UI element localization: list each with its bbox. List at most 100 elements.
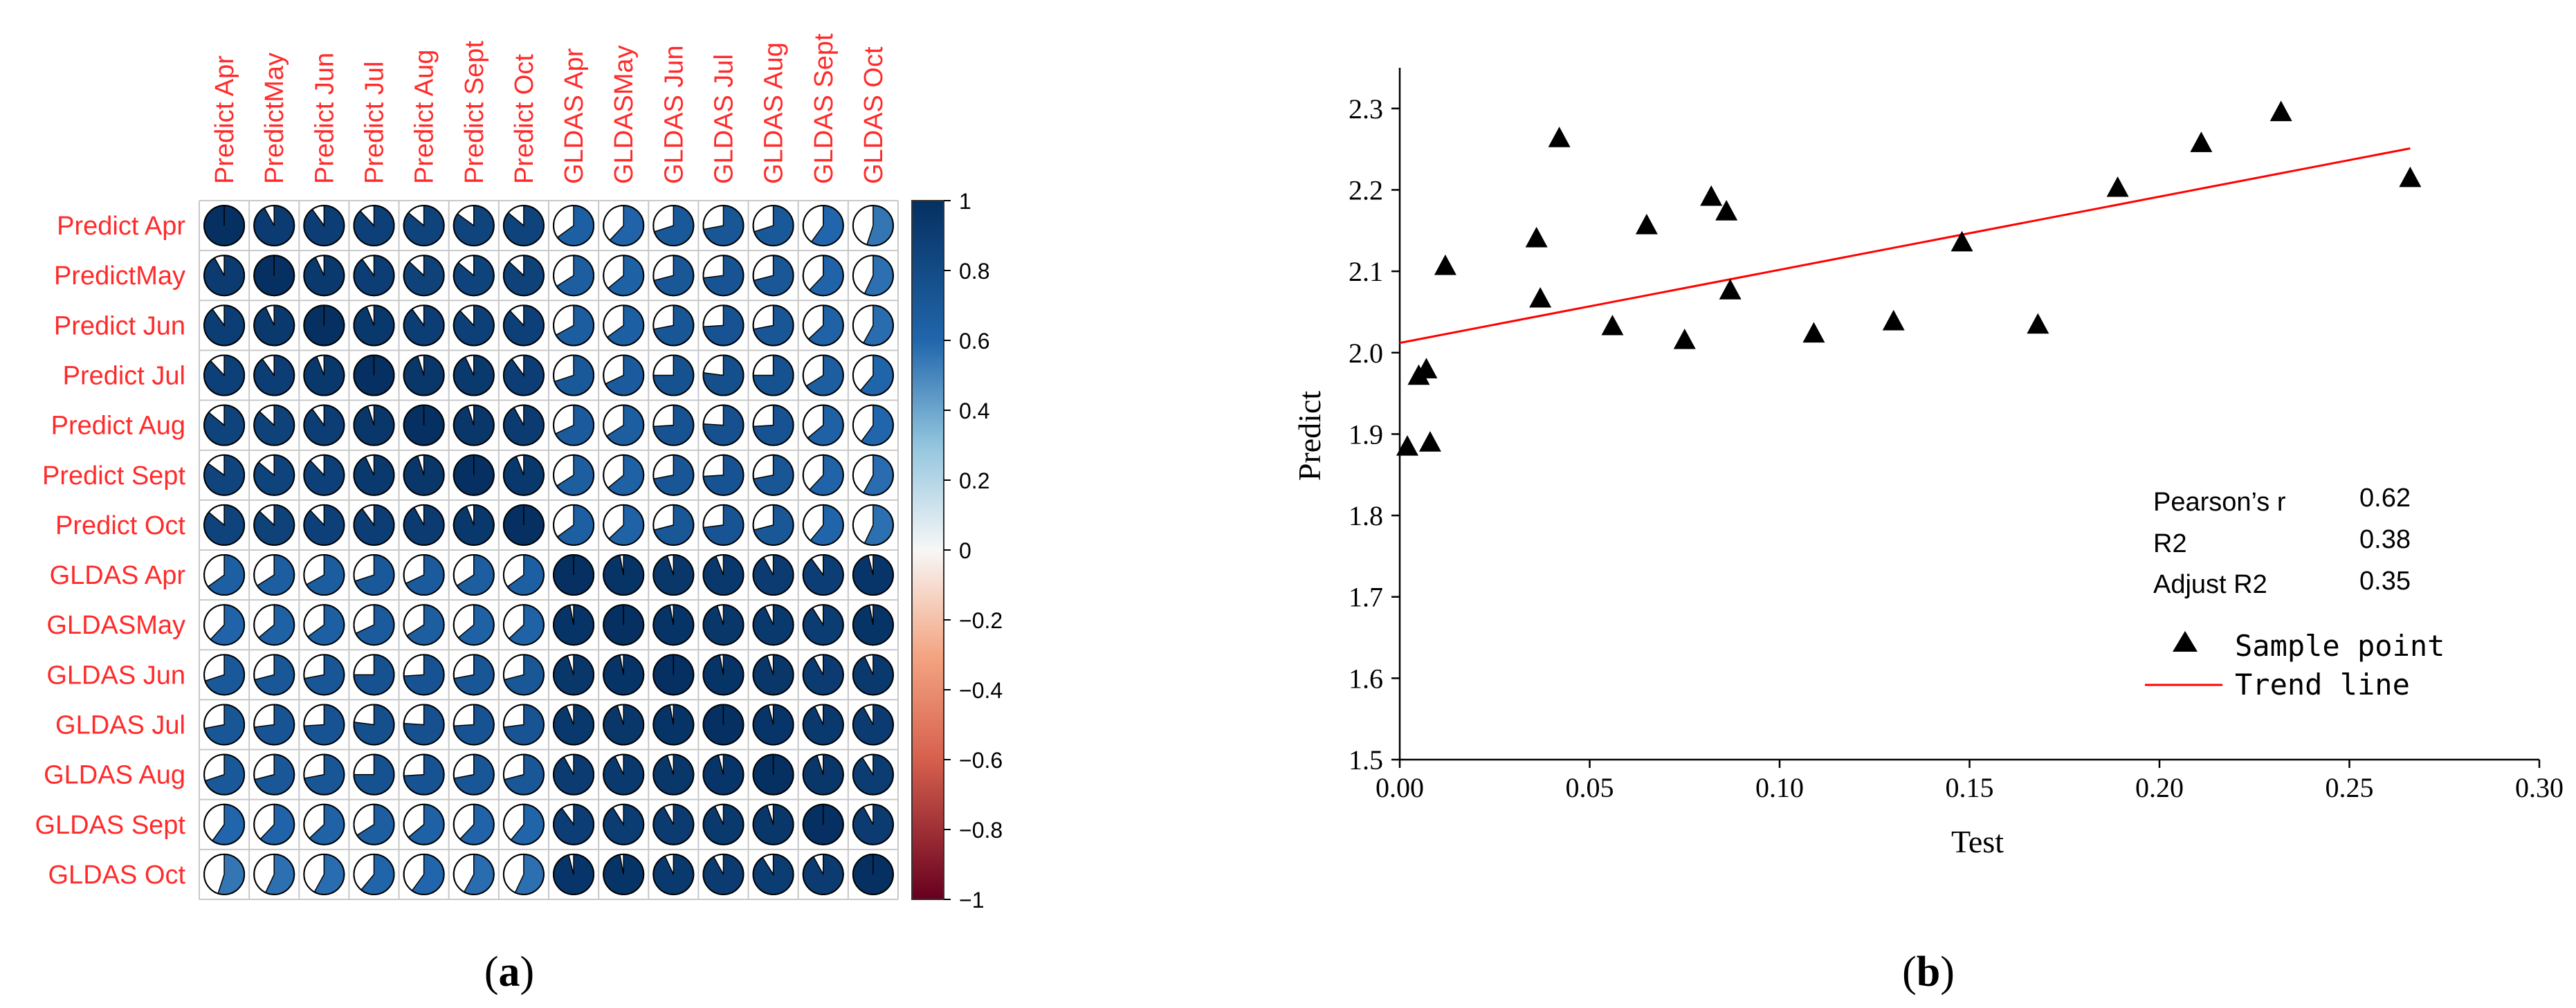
panel-b-label-letter: b bbox=[1917, 949, 1940, 996]
correlation-cell bbox=[652, 205, 695, 247]
cell-outline bbox=[852, 354, 894, 396]
correlation-cell bbox=[502, 604, 545, 646]
sample-point-triangle bbox=[1525, 226, 1548, 248]
cell-outline bbox=[203, 604, 246, 646]
colorbar-tick-label: 0 bbox=[959, 538, 971, 563]
correlation-cell bbox=[802, 504, 844, 546]
correlation-cell bbox=[553, 504, 595, 546]
correlation-cell bbox=[453, 354, 495, 396]
correlation-cell bbox=[603, 205, 645, 247]
cell-outline bbox=[203, 654, 246, 696]
cell-outline bbox=[253, 354, 295, 396]
correlation-cell bbox=[852, 803, 894, 845]
row-label: Predict Aug bbox=[51, 412, 185, 441]
cell-outline bbox=[802, 753, 844, 796]
cell-outline bbox=[652, 504, 695, 546]
cell-outline bbox=[553, 205, 595, 247]
cell-outline bbox=[203, 205, 246, 247]
cell-outline bbox=[802, 803, 844, 845]
cell-outline bbox=[603, 255, 645, 297]
correlation-cell bbox=[852, 304, 894, 347]
cell-outline bbox=[253, 654, 295, 696]
correlation-cell bbox=[802, 604, 844, 646]
sample-point-triangle bbox=[1700, 185, 1723, 206]
cell-outline bbox=[303, 803, 345, 845]
correlation-cell bbox=[353, 304, 395, 347]
stat-label-pearson: Pearson’s r bbox=[2153, 488, 2286, 517]
scatter-ticks: 0.00 0.05 0.10 0.15 0.20 0.25 0.30 1.5 1.6 1.7 1.8… bbox=[1349, 93, 2564, 803]
sample-point-triangle bbox=[1418, 431, 1441, 452]
correlation-cell bbox=[303, 604, 345, 646]
correlation-cell bbox=[453, 753, 495, 796]
row-label: GLDASMay bbox=[46, 611, 185, 640]
correlation-cell bbox=[852, 354, 894, 396]
cell-outline bbox=[702, 404, 745, 446]
cell-outline bbox=[603, 704, 645, 746]
correlation-cell bbox=[353, 354, 395, 396]
cell-outline bbox=[203, 304, 246, 347]
correlation-cell bbox=[702, 404, 745, 446]
correlation-cell bbox=[702, 604, 745, 646]
cell-outline bbox=[303, 654, 345, 696]
y-tick-label: 1.5 bbox=[1349, 744, 1383, 776]
cell-outline bbox=[353, 354, 395, 396]
correlation-cell bbox=[253, 304, 295, 347]
correlation-cell bbox=[852, 255, 894, 297]
cell-outline bbox=[203, 753, 246, 796]
scatter-panel: 0.00 0.05 0.10 0.15 0.20 0.25 0.30 1.5 1.6 1.7 1.8… bbox=[1292, 68, 2564, 859]
cell-outline bbox=[453, 454, 495, 496]
correlation-cell bbox=[652, 354, 695, 396]
cell-outline bbox=[403, 205, 445, 247]
cell-outline bbox=[603, 205, 645, 247]
correlation-cell bbox=[253, 753, 295, 796]
correlation-cell bbox=[502, 205, 545, 247]
cell-outline bbox=[652, 205, 695, 247]
cell-outline bbox=[852, 853, 894, 895]
correlation-cell bbox=[403, 504, 445, 546]
cell-outline bbox=[253, 753, 295, 796]
correlation-cell bbox=[752, 803, 794, 845]
correlation-cell bbox=[652, 803, 695, 845]
cell-outline bbox=[802, 255, 844, 297]
cell-outline bbox=[752, 704, 794, 746]
correlation-cell bbox=[603, 654, 645, 696]
cell-outline bbox=[203, 853, 246, 895]
correlation-cell bbox=[652, 704, 695, 746]
correlation-cell bbox=[852, 853, 894, 895]
cell-outline bbox=[702, 255, 745, 297]
cell-outline bbox=[702, 504, 745, 546]
cell-outline bbox=[852, 803, 894, 845]
colorbar-tick-label: 0.8 bbox=[959, 259, 989, 284]
legend-sample-point-label: Sample point bbox=[2235, 629, 2445, 663]
correlation-cell bbox=[253, 704, 295, 746]
correlation-cell bbox=[403, 454, 445, 496]
correlation-cell bbox=[203, 404, 246, 446]
row-label: Predict Apr bbox=[57, 212, 185, 241]
cell-outline bbox=[403, 504, 445, 546]
cell-outline bbox=[553, 654, 595, 696]
column-label: GLDAS Apr bbox=[560, 48, 589, 184]
cell-outline bbox=[253, 404, 295, 446]
cell-outline bbox=[453, 753, 495, 796]
correlation-cell bbox=[652, 654, 695, 696]
cell-outline bbox=[253, 803, 295, 845]
correlation-cell bbox=[453, 654, 495, 696]
correlation-cell bbox=[403, 704, 445, 746]
correlation-cell bbox=[303, 704, 345, 746]
cell-outline bbox=[303, 604, 345, 646]
row-label: GLDAS Jun bbox=[46, 661, 185, 690]
correlation-cell bbox=[403, 753, 445, 796]
correlation-cell bbox=[303, 354, 345, 396]
column-label: Predict Sept bbox=[460, 41, 489, 184]
correlation-cell bbox=[603, 454, 645, 496]
cell-outline bbox=[453, 853, 495, 895]
correlation-cell bbox=[203, 205, 246, 247]
correlation-cell bbox=[353, 654, 395, 696]
sample-point-triangle bbox=[1951, 230, 1973, 252]
cell-outline bbox=[553, 554, 595, 596]
correlation-cell bbox=[353, 853, 395, 895]
correlation-cell bbox=[802, 454, 844, 496]
correlation-cell bbox=[603, 304, 645, 347]
cell-outline bbox=[652, 604, 695, 646]
